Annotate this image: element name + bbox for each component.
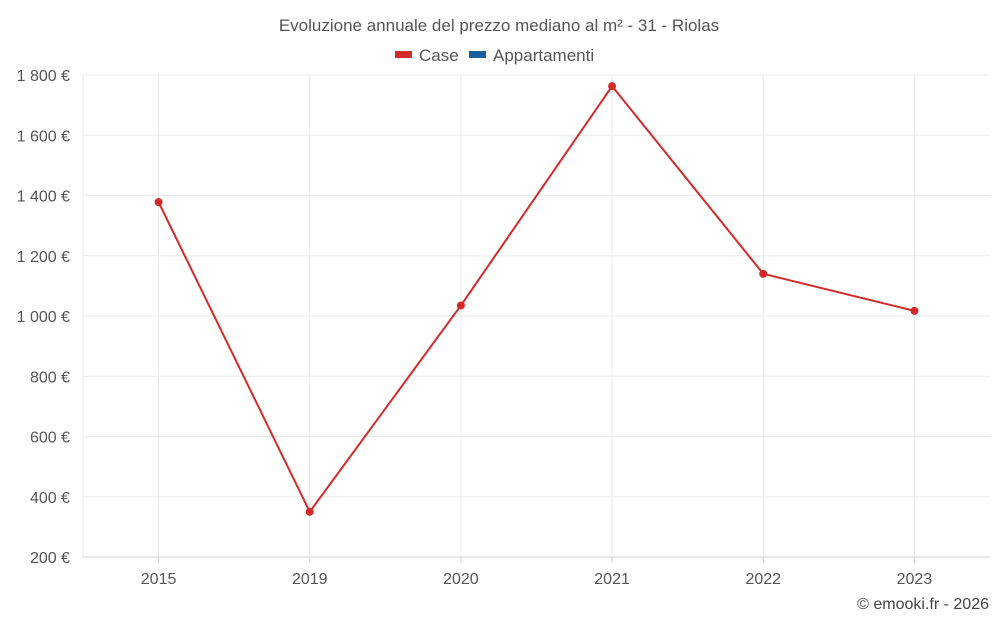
data-point[interactable] xyxy=(910,306,919,315)
x-tick-label: 2022 xyxy=(745,571,781,588)
series-line-case xyxy=(157,85,915,513)
legend-label-appartamenti: Appartamenti xyxy=(493,46,594,65)
chart-title: Evoluzione annuale del prezzo mediano al… xyxy=(279,16,719,35)
y-tick-label: 1 600 € xyxy=(17,128,70,145)
data-point[interactable] xyxy=(305,507,314,516)
legend-item-case[interactable]: Case xyxy=(395,46,459,65)
x-tick-label: 2019 xyxy=(292,571,328,588)
legend-swatch-case xyxy=(395,51,412,58)
y-tick-label: 800 € xyxy=(30,369,70,386)
grid xyxy=(82,74,990,558)
legend-label-case: Case xyxy=(419,46,459,65)
x-tick-label: 2020 xyxy=(443,571,479,588)
data-point[interactable] xyxy=(608,82,617,91)
data-point[interactable] xyxy=(759,269,768,278)
y-tick-label: 1 200 € xyxy=(17,249,70,266)
x-tick-label: 2015 xyxy=(141,571,177,588)
y-tick-label: 400 € xyxy=(30,490,70,507)
credit-text: © emooki.fr - 2026 xyxy=(857,596,989,613)
y-tick-label: 1 400 € xyxy=(17,189,70,206)
y-tick-label: 1 000 € xyxy=(17,309,70,326)
y-tick-label: 1 800 € xyxy=(17,68,70,85)
data-point[interactable] xyxy=(456,301,465,310)
y-axis: 200 € 400 € 600 € 800 € 1 000 € 1 200 € 1 400 … xyxy=(17,68,70,567)
legend-item-appartamenti[interactable]: Appartamenti xyxy=(469,46,594,65)
x-axis: 2015 2019 2020 2021 2022 2023 xyxy=(141,557,933,588)
x-tick-label: 2021 xyxy=(594,571,630,588)
x-tick-label: 2023 xyxy=(897,571,933,588)
series xyxy=(154,82,919,516)
y-tick-label: 600 € xyxy=(30,430,70,447)
legend-swatch-appartamenti xyxy=(469,51,486,58)
y-tick-label: 200 € xyxy=(30,550,70,567)
legend: Case Appartamenti xyxy=(395,46,594,65)
data-point[interactable] xyxy=(154,198,163,207)
